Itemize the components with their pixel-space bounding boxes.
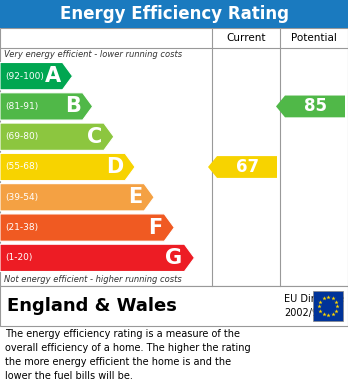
Polygon shape xyxy=(0,184,154,211)
Bar xyxy=(0,286,348,326)
Text: Current: Current xyxy=(226,33,266,43)
Polygon shape xyxy=(0,63,72,90)
Text: (92-100): (92-100) xyxy=(5,72,44,81)
Text: (55-68): (55-68) xyxy=(5,163,38,172)
Text: England & Wales: England & Wales xyxy=(7,297,177,315)
Text: Very energy efficient - lower running costs: Very energy efficient - lower running co… xyxy=(4,50,182,59)
Bar xyxy=(0,28,348,286)
Text: D: D xyxy=(106,157,123,177)
Text: G: G xyxy=(165,248,182,268)
Text: 85: 85 xyxy=(304,97,327,115)
Polygon shape xyxy=(0,153,135,181)
Text: Not energy efficient - higher running costs: Not energy efficient - higher running co… xyxy=(4,275,182,284)
Polygon shape xyxy=(0,244,195,271)
Text: F: F xyxy=(148,217,162,238)
Text: (1-20): (1-20) xyxy=(5,253,32,262)
Polygon shape xyxy=(0,214,174,241)
Text: Potential: Potential xyxy=(291,33,337,43)
Text: (39-54): (39-54) xyxy=(5,193,38,202)
Text: The energy efficiency rating is a measure of the
overall efficiency of a home. T: The energy efficiency rating is a measur… xyxy=(5,329,251,381)
Text: 67: 67 xyxy=(236,158,259,176)
Text: E: E xyxy=(128,187,142,207)
Text: A: A xyxy=(45,66,61,86)
Bar xyxy=(0,0,348,28)
Text: (69-80): (69-80) xyxy=(5,132,38,141)
Text: B: B xyxy=(65,97,81,117)
Polygon shape xyxy=(208,156,277,178)
Text: EU Directive
2002/91/EC: EU Directive 2002/91/EC xyxy=(284,294,344,317)
Polygon shape xyxy=(0,93,93,120)
Polygon shape xyxy=(0,123,114,151)
Text: (21-38): (21-38) xyxy=(5,223,38,232)
Bar xyxy=(313,291,343,321)
Text: Energy Efficiency Rating: Energy Efficiency Rating xyxy=(60,5,288,23)
Text: C: C xyxy=(87,127,102,147)
Text: (81-91): (81-91) xyxy=(5,102,38,111)
Polygon shape xyxy=(276,95,345,117)
